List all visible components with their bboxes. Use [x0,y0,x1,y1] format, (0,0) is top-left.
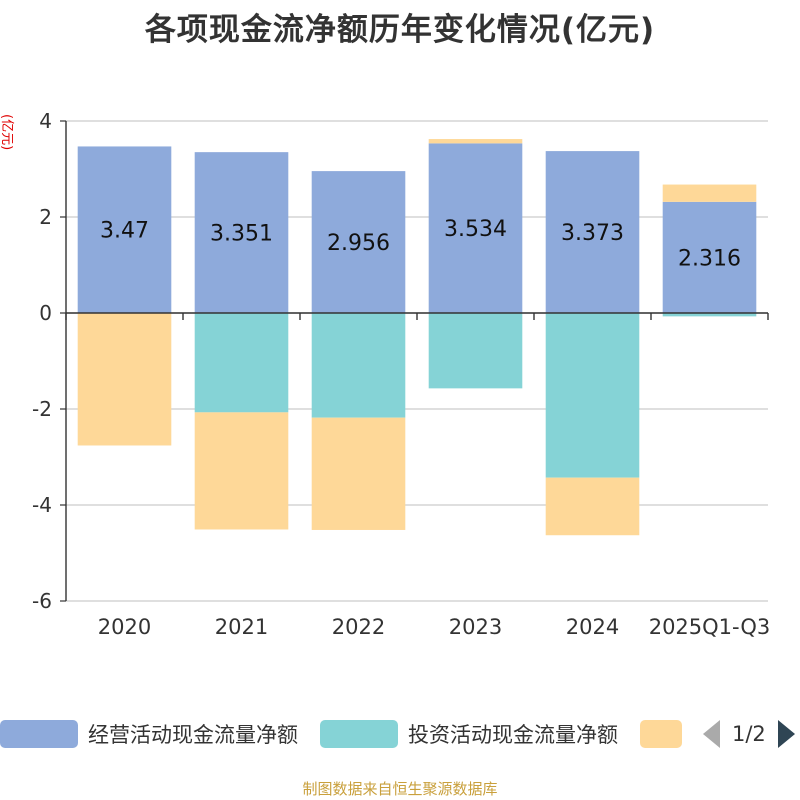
x-tick-label: 2025Q1-Q3 [649,615,771,639]
y-tick-label: -4 [32,493,52,517]
bar-series1-2021 [194,313,289,413]
legend-swatch-investing [320,720,398,748]
legend-item-investing[interactable]: 投资活动现金流量净额 [320,716,618,752]
y-tick-label: 2 [39,205,52,229]
y-tick-label: -6 [32,589,52,613]
x-tick-label: 2024 [566,615,619,639]
legend-item-financing[interactable] [640,716,682,752]
y-tick-label: -2 [32,397,52,421]
data-label: 2.956 [327,231,390,256]
bar-series1-2022 [311,313,406,418]
data-label: 3.534 [444,217,507,242]
bar-series0-2025Q1-Q3 [662,201,757,313]
bar-series1-2025Q1-Q3 [662,313,757,317]
legend-pager: 1/2 [703,716,795,752]
bar-series2-2025Q1-Q3 [662,184,757,202]
legend-label-investing: 投资活动现金流量净额 [408,723,618,747]
legend-prev-page-icon[interactable] [703,720,720,748]
y-tick-label: 0 [39,301,52,325]
bar-series2-2024 [545,477,640,536]
bar-series0-2022 [311,171,406,313]
x-tick-label: 2020 [98,615,151,639]
x-tick-label: 2022 [332,615,385,639]
bar-series0-2021 [194,152,289,313]
legend-label-operating: 经营活动现金流量净额 [88,723,298,747]
bar-series0-2024 [545,151,640,313]
bar-series0-2020 [77,146,172,313]
bar-series2-2022 [311,417,406,530]
bar-series2-2021 [194,412,289,530]
legend-swatch-operating [0,720,78,748]
bar-series0-2023 [428,143,523,313]
chart-canvas: 4 2 0 -2 -4 -6 3.47 3.351 2.956 3.534 3.373 2.316 20… [32,109,771,639]
legend-page-indicator: 1/2 [732,722,766,746]
bar-series1-2024 [545,313,640,478]
y-tick-label: 4 [39,109,52,133]
legend-next-page-icon[interactable] [777,720,795,748]
data-label: 3.373 [561,221,624,246]
bar-series2-2020 [77,313,172,446]
data-label: 3.351 [210,222,273,247]
x-tick-label: 2021 [215,615,268,639]
legend-item-operating[interactable]: 经营活动现金流量净额 [0,716,298,752]
x-tick-label: 2023 [449,615,502,639]
data-label: 2.316 [678,246,741,271]
bar-series2-2023 [428,139,523,144]
data-label: 3.47 [100,219,149,244]
legend-swatch-financing [640,720,682,748]
bar-series1-2023 [428,313,523,389]
data-source-footer: 制图数据来自恒生聚源数据库 [302,780,498,798]
legend: 经营活动现金流量净额 投资活动现金流量净额 1/2 [0,716,800,752]
chart-title: 各项现金流净额历年变化情况(亿元) [144,12,656,48]
